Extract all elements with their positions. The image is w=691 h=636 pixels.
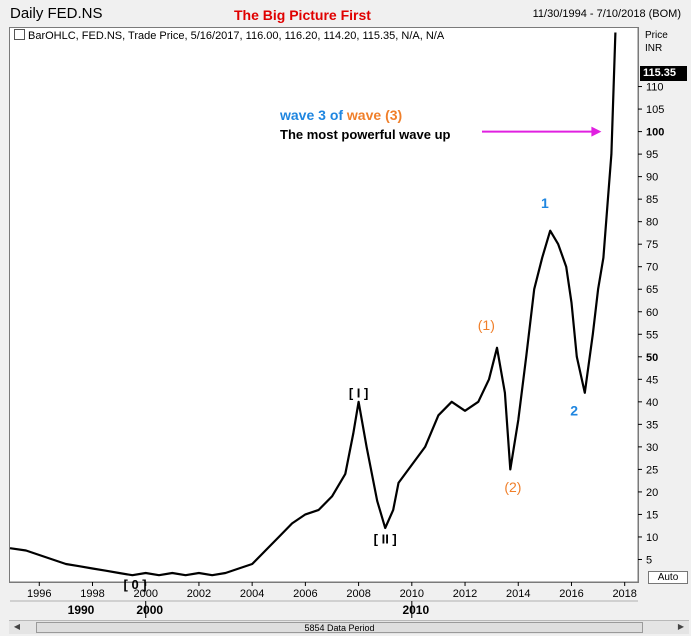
wave-note-part: (3): [385, 107, 402, 123]
y-tick-label: 85: [646, 194, 658, 206]
wave-note-heading: wave 3 of wave (3): [279, 107, 402, 123]
wave-label: [ I ]: [349, 385, 369, 400]
date-range: 11/30/1994 - 7/10/2018 (BOM): [532, 8, 681, 20]
wave-label: 2: [570, 402, 578, 418]
price-axis-unit: INR: [645, 43, 663, 54]
arrow-head: [591, 126, 602, 137]
y-tick-label: 105: [646, 104, 664, 116]
y-tick-label: 20: [646, 487, 658, 499]
x-tick-label: 2010: [400, 588, 424, 600]
y-tick-label: 15: [646, 509, 658, 521]
y-tick-label: 95: [646, 149, 658, 161]
y-tick-label: 80: [646, 217, 658, 229]
data-period-label: 5854 Data Period: [304, 623, 375, 633]
decade-label: 2010: [402, 603, 429, 617]
chart-headline: The Big Picture First: [234, 7, 371, 23]
x-tick-label: 2008: [346, 588, 370, 600]
wave-label: 1: [541, 195, 549, 211]
y-tick-label: 50: [646, 352, 658, 364]
x-tick-label: 2016: [559, 588, 583, 600]
auto-scale-button[interactable]: Auto: [648, 571, 688, 584]
wave-note-part: wave 3 of: [279, 107, 347, 123]
y-tick-label: 5: [646, 554, 652, 566]
x-tick-label: 2014: [506, 588, 530, 600]
wave-label: [ 0 ]: [124, 577, 147, 592]
time-scrollbar[interactable]: ◀ 5854 Data Period ▶: [9, 620, 689, 634]
x-tick-label: 2012: [453, 588, 477, 600]
wave-note-part: wave: [346, 107, 385, 123]
last-price-flag: 115.35: [640, 66, 687, 81]
wave-label: (2): [504, 479, 521, 495]
plot-area[interactable]: [9, 27, 639, 583]
series-legend: BarOHLC, FED.NS, Trade Price, 5/16/2017,…: [14, 29, 444, 42]
y-tick-label: 90: [646, 172, 658, 184]
y-tick-label: 45: [646, 374, 658, 386]
wave-note-text: The most powerful wave up: [280, 127, 451, 142]
y-tick-label: 30: [646, 442, 658, 454]
legend-text: BarOHLC, FED.NS, Trade Price, 5/16/2017,…: [28, 30, 445, 42]
decade-label: 2000: [136, 603, 163, 617]
y-tick-label: 75: [646, 239, 658, 251]
scroll-left-icon[interactable]: ◀: [13, 622, 21, 631]
x-tick-label: 1998: [80, 588, 104, 600]
y-tick-label: 25: [646, 464, 658, 476]
y-tick-label: 100: [646, 127, 664, 139]
y-tick-label: 35: [646, 419, 658, 431]
x-tick-label: 1996: [27, 588, 51, 600]
price-series-line: [9, 32, 617, 577]
y-tick-label: 65: [646, 284, 658, 296]
scrollbar-thumb[interactable]: 5854 Data Period: [36, 622, 643, 633]
y-tick-label: 60: [646, 307, 658, 319]
legend-color-icon: [14, 29, 25, 40]
y-tick-label: 70: [646, 262, 658, 274]
wave-label: [ II ]: [374, 532, 397, 547]
y-tick-label: 110: [646, 82, 664, 94]
scroll-right-icon[interactable]: ▶: [677, 622, 685, 631]
y-tick-label: 40: [646, 397, 658, 409]
y-tick-label: 10: [646, 532, 658, 544]
y-tick-label: 55: [646, 329, 658, 341]
decade-label: 1990: [68, 603, 95, 617]
x-tick-label: 2000: [133, 588, 157, 600]
x-tick-label: 2018: [612, 588, 636, 600]
app-title: Daily FED.NS: [10, 5, 103, 22]
wave-label: (1): [478, 317, 495, 333]
x-tick-label: 2006: [293, 588, 317, 600]
title-bar: Daily FED.NS The Big Picture First 11/30…: [0, 0, 691, 28]
x-tick-label: 2004: [240, 588, 264, 600]
price-axis-label: Price: [645, 30, 668, 41]
x-tick-label: 2002: [187, 588, 211, 600]
